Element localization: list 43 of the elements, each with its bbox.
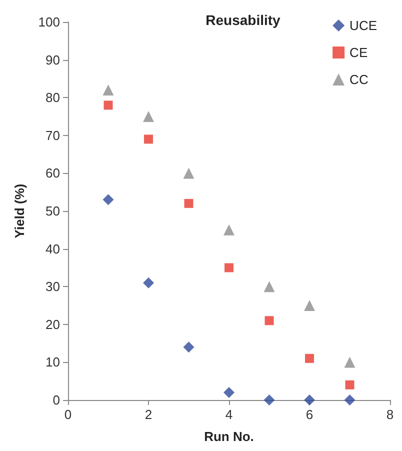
legend-label: UCE xyxy=(350,18,378,33)
point xyxy=(224,263,234,272)
point xyxy=(264,394,275,406)
point xyxy=(305,354,314,363)
point xyxy=(104,100,113,110)
point xyxy=(304,300,315,311)
point xyxy=(144,134,153,144)
x-axis-title: Run No. xyxy=(204,429,254,444)
point xyxy=(184,198,194,208)
y-tick-label: 70 xyxy=(46,128,60,143)
x-tick-label: 2 xyxy=(144,407,152,422)
point xyxy=(224,386,234,398)
y-tick-label: 50 xyxy=(46,204,60,218)
y-axis-title: Yield (%) xyxy=(12,184,27,238)
point xyxy=(264,316,274,326)
point xyxy=(344,356,356,368)
point xyxy=(264,281,275,292)
x-tick-label: 0 xyxy=(64,407,72,422)
y-tick-label: 90 xyxy=(46,52,60,68)
y-tick-label: 20 xyxy=(46,316,60,332)
y-tick-label: 30 xyxy=(46,279,60,294)
point xyxy=(183,168,194,179)
y-tick-label: 10 xyxy=(46,354,60,370)
x-tick-label: 6 xyxy=(306,407,314,422)
point xyxy=(102,194,114,206)
y-tick-label: 40 xyxy=(46,241,60,256)
chart-title: Reusability xyxy=(206,12,281,28)
point xyxy=(344,394,356,406)
point xyxy=(304,394,315,406)
y-tick-label: 60 xyxy=(46,166,60,181)
y-tick-label: 100 xyxy=(38,14,60,30)
y-tick-label: 80 xyxy=(46,90,60,106)
x-tick-label: 4 xyxy=(225,407,233,422)
legend-label: CE xyxy=(350,45,368,60)
point xyxy=(183,342,194,353)
y-tick-label: 0 xyxy=(52,392,60,408)
point xyxy=(143,111,154,122)
point xyxy=(224,224,234,236)
point xyxy=(143,277,154,288)
legend-label: CC xyxy=(350,72,368,87)
point xyxy=(102,84,114,96)
x-tick-label: 8 xyxy=(386,407,394,422)
point xyxy=(345,380,354,390)
